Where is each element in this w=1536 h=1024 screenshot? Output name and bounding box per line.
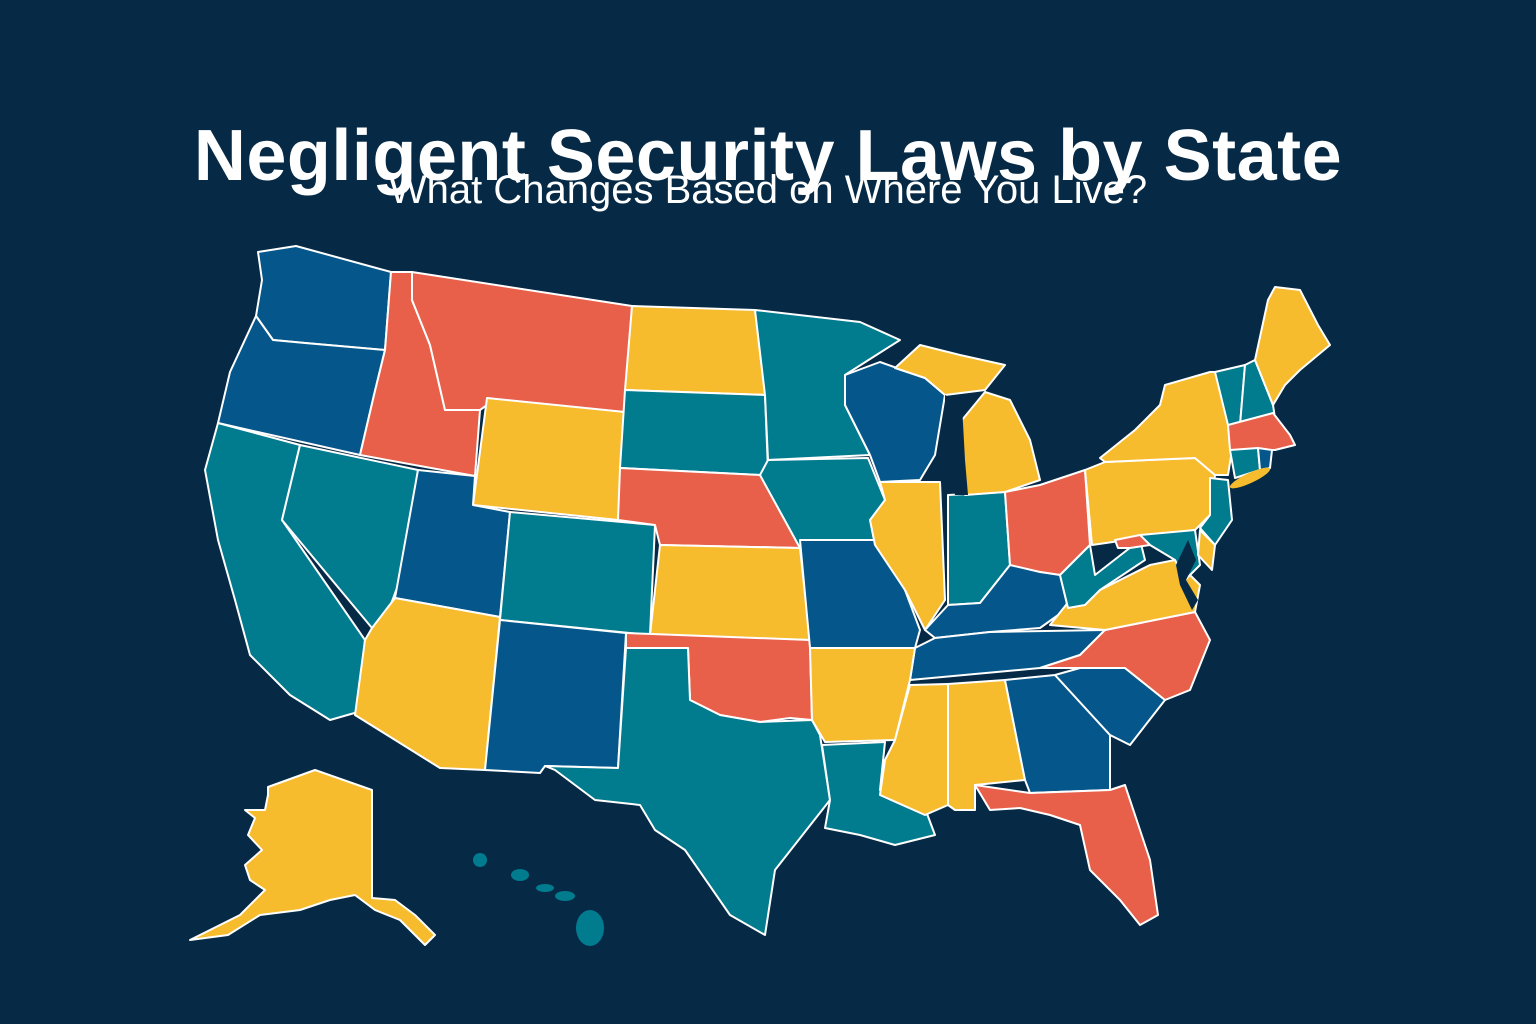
state-illinois[interactable]: [869, 481, 946, 631]
state-montana[interactable]: [411, 271, 633, 419]
state-south-dakota[interactable]: [619, 389, 769, 476]
state-new-york[interactable]: [1099, 371, 1233, 476]
state-michigan-upper[interactable]: [894, 344, 1006, 396]
state-colorado[interactable]: [499, 511, 656, 636]
state-delaware[interactable]: [1197, 529, 1216, 571]
state-kansas[interactable]: [649, 544, 811, 641]
state-rhode-island[interactable]: [1257, 447, 1273, 471]
state-alaska[interactable]: [189, 769, 436, 946]
state-washington[interactable]: [255, 245, 392, 351]
state-maryland-west[interactable]: [1114, 534, 1151, 549]
page-subtitle: What Changes Based on Where You Live?: [388, 168, 1148, 212]
state-hawaii[interactable]: [473, 853, 604, 946]
lake-michigan: [945, 395, 968, 495]
state-wyoming[interactable]: [472, 397, 626, 521]
state-new-hampshire[interactable]: [1239, 359, 1276, 426]
state-west-virginia[interactable]: [1059, 539, 1146, 609]
state-north-dakota[interactable]: [624, 305, 766, 396]
state-florida[interactable]: [974, 784, 1159, 926]
state-michigan-lower[interactable]: [959, 391, 1041, 496]
chesapeake-bay: [1176, 540, 1198, 610]
long-island: [1229, 467, 1271, 489]
page-title: Negligent Security Laws by State: [193, 116, 1343, 197]
state-north-carolina[interactable]: [1039, 611, 1211, 701]
state-louisiana[interactable]: [821, 741, 936, 846]
state-arizona[interactable]: [354, 597, 501, 771]
state-texas[interactable]: [544, 647, 831, 936]
state-maine[interactable]: [1254, 286, 1331, 406]
state-new-mexico[interactable]: [484, 619, 627, 774]
